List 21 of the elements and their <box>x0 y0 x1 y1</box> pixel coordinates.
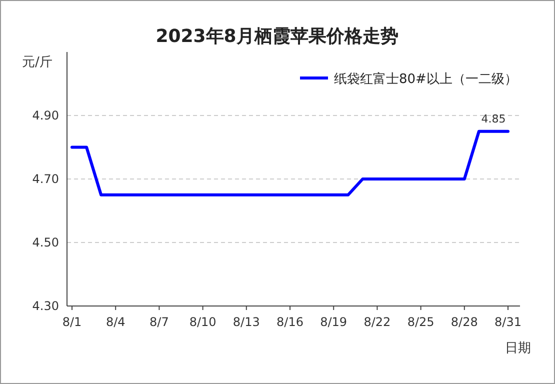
legend-label: 纸袋红富士80#以上（一二级） <box>334 71 518 87</box>
x-tick-label: 8/13 <box>232 315 260 329</box>
y-tick-label: 4.30 <box>32 299 59 313</box>
y-axis-title: 元/斤 <box>22 55 52 70</box>
x-tick-label: 8/22 <box>364 315 391 329</box>
x-tick-label: 8/19 <box>320 315 348 329</box>
x-tick-label: 8/31 <box>494 315 522 329</box>
y-tick-label: 4.70 <box>32 172 59 186</box>
x-tick-label: 8/1 <box>62 315 82 329</box>
x-tick-label: 8/7 <box>150 315 169 329</box>
y-tick-label: 4.90 <box>32 108 59 122</box>
data-label: 4.85 <box>481 112 506 126</box>
x-tick-label: 8/10 <box>189 315 216 329</box>
x-tick-label: 8/25 <box>407 315 434 329</box>
chart-title: 2023年8月栖霞苹果价格走势 <box>156 26 398 47</box>
y-tick-label: 4.50 <box>32 236 59 250</box>
x-tick-label: 8/16 <box>276 315 304 329</box>
x-axis-title: 日期 <box>505 341 531 356</box>
line-series <box>70 130 510 196</box>
x-tick-label: 8/28 <box>450 315 478 329</box>
x-tick-label: 8/4 <box>106 315 126 329</box>
